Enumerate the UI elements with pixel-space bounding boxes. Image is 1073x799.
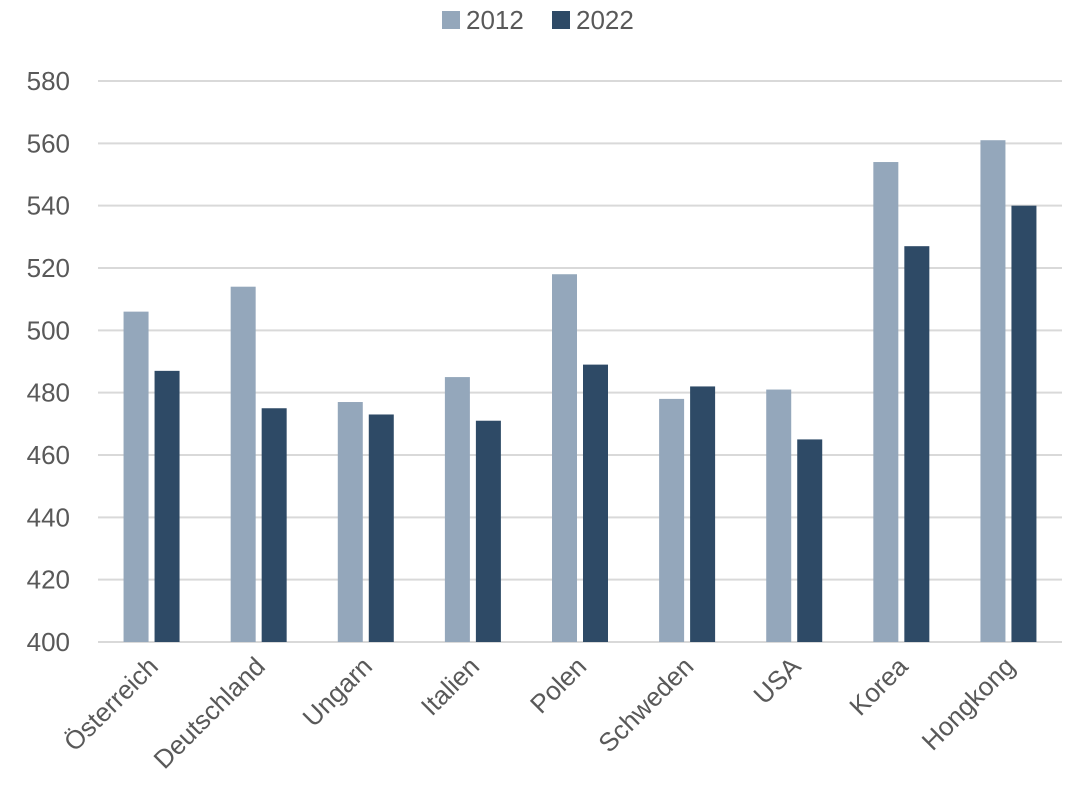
y-tick-label: 500 [27,315,70,345]
x-category-label: Italien [415,651,485,721]
legend-label: 2012 [466,5,524,35]
legend-swatch-2012 [442,11,460,29]
bar-2012-3 [444,377,470,642]
y-tick-label: 540 [27,191,70,221]
gridlines [98,80,1062,643]
bar-2022-5 [690,386,716,642]
x-category-label: Polen [524,651,592,719]
bars [123,140,1037,643]
x-category-label: Schweden [592,651,699,758]
x-category-label: Korea [843,651,914,722]
bar-2012-8 [980,140,1006,642]
bar-2012-7 [873,162,899,643]
bar-2022-3 [475,420,501,642]
bar-2012-5 [659,398,685,642]
x-category-label: Ungarn [297,651,379,733]
x-category-label: Österreich [58,651,164,757]
legend-swatch-2022 [552,11,570,29]
y-tick-label: 460 [27,440,70,470]
bar-2022-4 [583,364,608,642]
bar-2022-0 [154,370,180,642]
x-category-label: USA [747,651,806,710]
bar-2022-1 [261,408,287,642]
x-category-label: Hongkong [916,651,1021,756]
bar-2012-2 [337,402,363,642]
bar-2022-7 [904,246,930,642]
bar-2022-6 [797,439,823,642]
x-category-label: Deutschland [147,651,270,774]
bar-2022-8 [1011,205,1037,642]
y-tick-label: 420 [27,565,70,595]
y-tick-label: 480 [27,378,70,408]
y-tick-label: 400 [27,627,70,657]
y-tick-label: 520 [27,253,70,283]
bar-2022-2 [368,414,394,642]
bar-2012-6 [766,389,792,642]
y-tick-label: 580 [27,66,70,96]
y-tick-label: 440 [27,502,70,532]
bar-2012-0 [123,311,149,642]
y-tick-label: 560 [27,128,70,158]
y-axis-ticks: 400 420 440 460 480 500 520 540 560 580 [27,66,70,657]
legend: 2012 2022 [442,5,634,35]
legend-label: 2022 [576,5,634,35]
bar-2012-4 [552,274,577,642]
bar-2012-1 [230,286,256,642]
